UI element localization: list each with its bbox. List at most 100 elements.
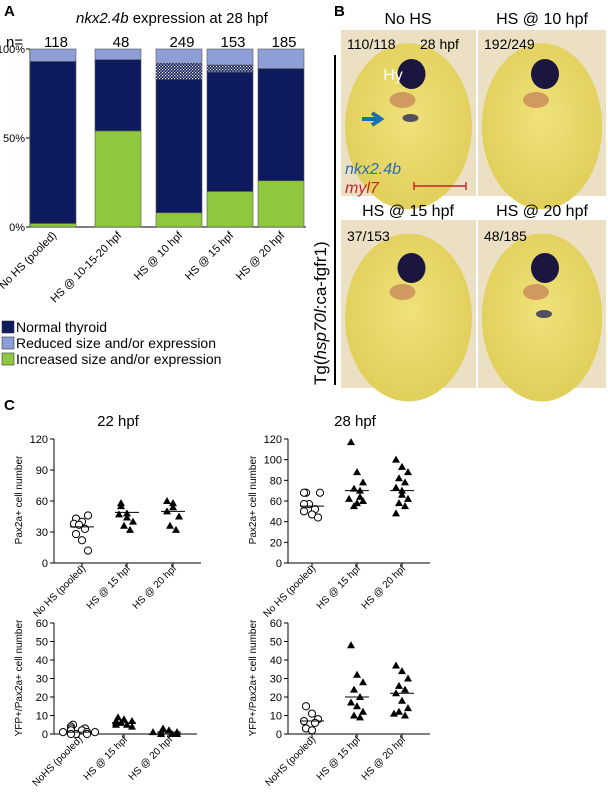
embryo-body [345,233,472,402]
data-point [120,715,128,723]
data-point [350,502,358,510]
bar-normal [29,61,77,224]
panel-letter-a: A [4,3,15,20]
data-point [120,521,128,529]
data-point [126,525,134,533]
scatter-22hpf-pax2a: 0 30 60 90 120 Pax2a+ cell number No HS (poole… [14,434,201,620]
hy-label: Hy [383,67,403,84]
data-point [398,490,406,498]
data-point [401,711,409,719]
data-point [359,478,367,486]
heart-stain [523,284,549,300]
bar-increased [206,191,254,228]
data-point [392,455,400,463]
sample-size: 249 [169,34,194,51]
data-point [345,494,353,502]
stage-label: 28 hpf [420,36,459,52]
bar-increased [155,212,203,228]
y-tick-label: 40 [270,655,282,667]
y-tick-label: 10 [270,711,282,723]
data-point [128,722,136,730]
data-point [169,503,177,511]
data-point [392,509,400,517]
x-tick-label: No HS (pooled) [32,563,89,620]
legend-swatch [1,336,15,350]
data-point [172,525,180,533]
data-point [359,497,367,504]
embryo-body [481,43,603,210]
data-point [58,728,68,737]
y-tick-label: 40 [36,655,48,667]
x-tick-label: HS @ 20 hpf [360,563,409,612]
legend-label: Normal thyroid [16,319,107,335]
sample-size: 48 [113,34,130,51]
data-point [66,729,76,739]
y-tick-label: 30 [36,527,48,539]
bar-reduced [257,48,305,69]
y-tick-label: 0 [276,729,282,741]
panel-letter-b: B [334,3,345,20]
col-title-22hpf: 22 hpf [97,413,140,430]
image-title: HS @ 20 hpf [496,203,588,220]
data-point [313,513,323,522]
data-point [128,717,136,725]
y-axis-label: Pax2a+ cell number [14,455,25,544]
bar-normal [94,59,142,132]
y-axis-label: Pax2a+ cell number [248,455,259,544]
data-point [401,502,409,510]
embryo-image [478,30,606,210]
data-point [359,707,367,715]
data-point [301,702,311,711]
data-point [347,438,355,446]
panel-a: nkx2.4b expression at 28 hpf n= 118 48 249… [0,10,306,367]
x-tick-label: HS @ 15 hpf [315,734,364,783]
thyroid-stain [536,310,552,318]
data-point [395,499,403,507]
y-tick-label: 60 [270,496,282,508]
legend-label: Reduced size and/or expression [16,335,216,351]
data-point [404,468,412,476]
hypothalamus-stain [397,253,426,283]
heart-stain [389,284,416,300]
data-point [395,681,403,689]
category-label: HS @ 15 hpf [183,229,237,283]
data-point [163,507,171,515]
data-point [398,696,406,704]
image-title: HS @ 15 hpf [362,203,454,220]
data-point [356,492,364,500]
y-tick-label: 60 [36,496,48,508]
y-tick-label: 30 [36,674,48,686]
data-point [395,474,403,482]
data-point [315,488,325,497]
y-tick-label: 60 [36,618,48,630]
data-point [347,641,355,649]
embryo-image [478,220,606,402]
x-tick-label: No HS (pooled) [262,563,319,620]
n-label: n= [6,34,23,51]
bar-increased [94,130,142,228]
image-title: No HS [384,11,431,28]
data-point [77,536,87,545]
category-label: HS @ 10 hpf [132,229,186,283]
data-point [353,468,361,476]
bar-increased [29,223,77,228]
x-tick-label: HS @ 15 hpf [82,734,131,783]
y-tick-label: 20 [36,692,48,704]
embryo-image-grid: No HS HS @ 10 hpf HS @ 15 hpf HS @ 20 hpf 11… [341,11,606,402]
y-tick-label: 20 [270,692,282,704]
category-label: HS @ 20 hpf [234,229,288,283]
data-point [356,713,364,721]
y-tick-label: 10 [36,711,48,723]
y-axis-label: YFP+/Pax2a+ cell number [14,619,25,736]
data-point [401,478,409,486]
y-tick-label: 0 [276,558,282,570]
category-label: HS @ 10-15-20 hpf [48,229,124,305]
bar-stippled [206,64,254,73]
stacked-bars [29,48,305,228]
hypothalamus-stain [531,253,559,283]
data-point [90,728,100,737]
y-tick-label: 120 [264,434,282,446]
category-label: No HS (pooled) [0,230,59,292]
data-point [123,513,131,521]
